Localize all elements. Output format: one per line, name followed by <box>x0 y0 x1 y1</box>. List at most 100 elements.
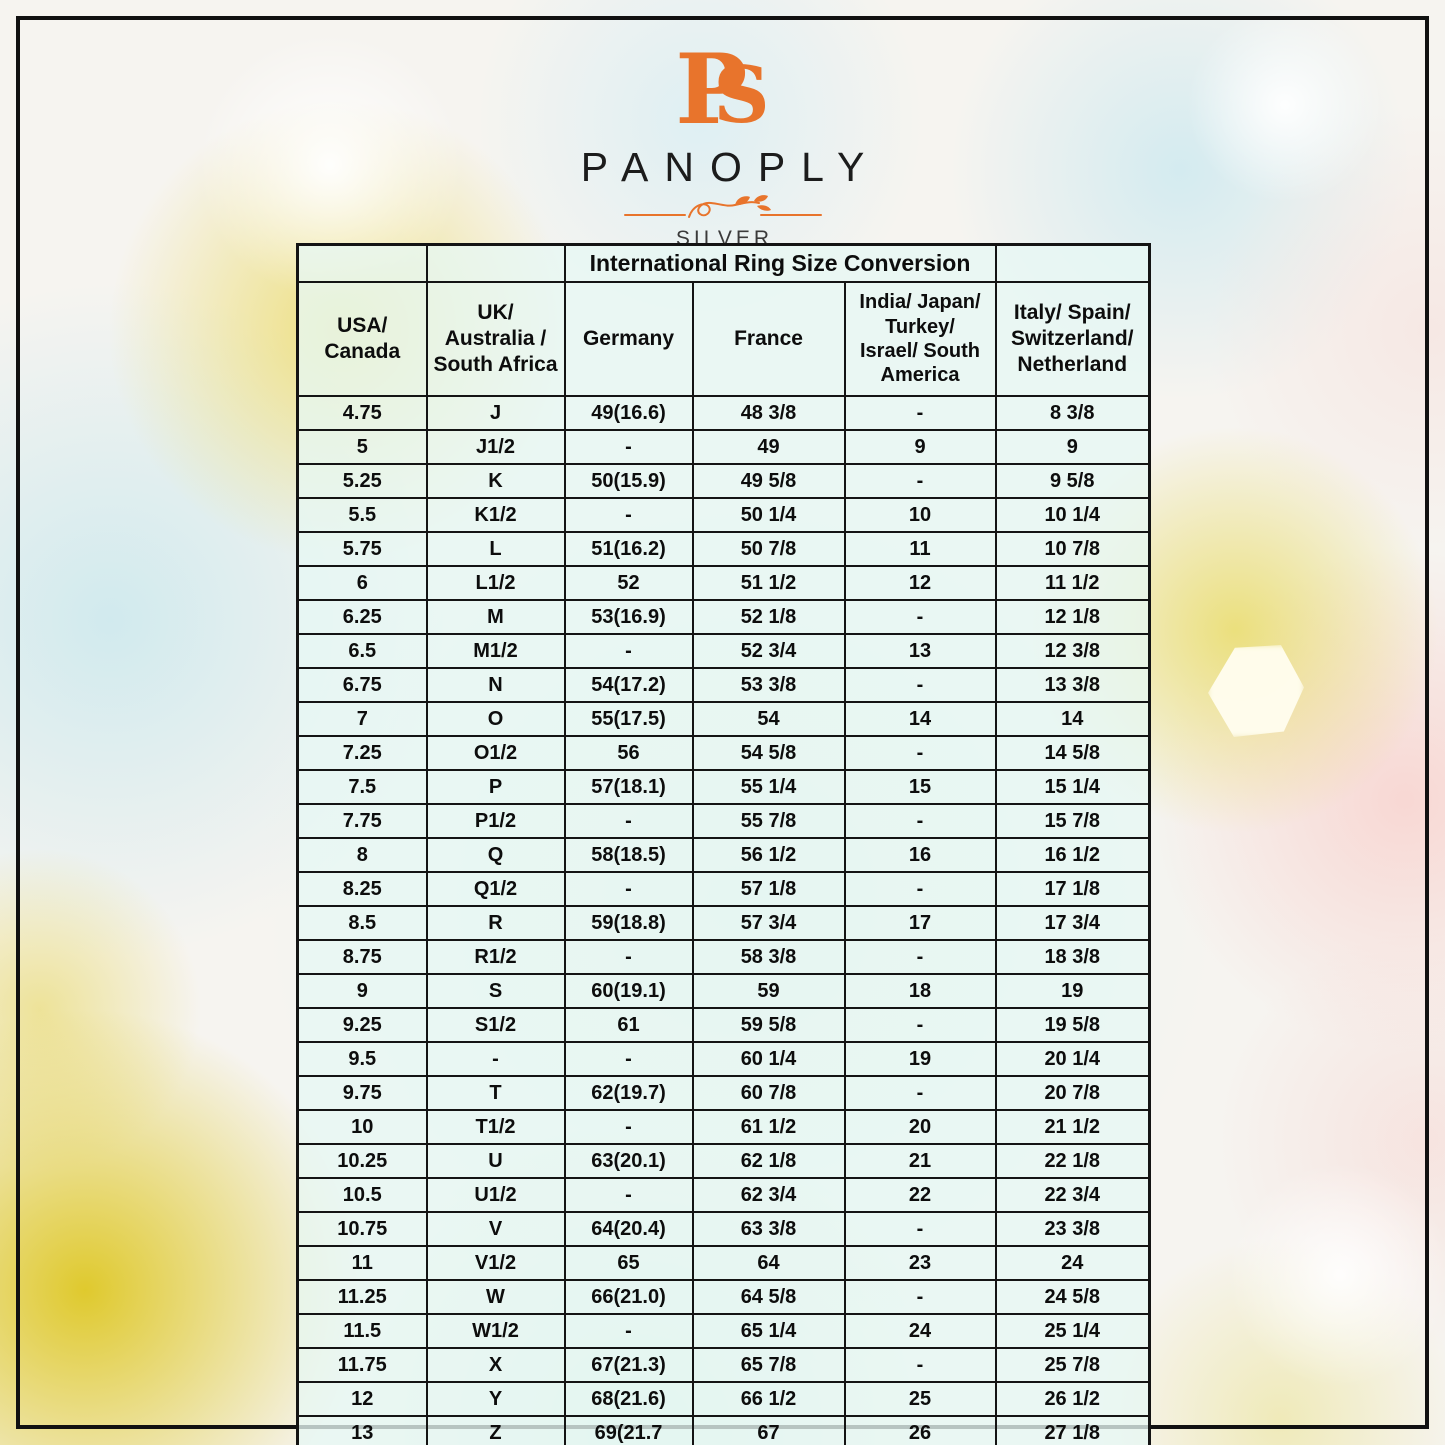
size-cell: M <box>425 599 566 635</box>
size-cell: 63(20.1) <box>563 1143 694 1179</box>
size-cell: 14 <box>994 701 1151 737</box>
size-cell: 60 7/8 <box>691 1075 846 1111</box>
size-cell: Q1/2 <box>425 871 566 907</box>
size-cell: 5 <box>296 429 428 465</box>
size-cell: 9.25 <box>296 1007 428 1043</box>
size-cell: J1/2 <box>425 429 566 465</box>
size-cell: 19 5/8 <box>994 1007 1151 1043</box>
monogram-letter-p: P <box>675 33 748 146</box>
size-cell: Y <box>425 1381 566 1417</box>
size-cell: 10.75 <box>296 1211 428 1247</box>
size-cell: 9.75 <box>296 1075 428 1111</box>
size-cell: 63 3/8 <box>691 1211 846 1247</box>
size-cell: 6 <box>296 565 428 601</box>
table-row: 5.25 K 50(15.9) 49 5/8-9 5/8 <box>296 463 1151 499</box>
size-cell: 7.5 <box>296 769 428 805</box>
table-row: 7.75 P1/2-55 7/8-15 7/8 <box>296 803 1151 839</box>
size-cell: 67(21.3) <box>563 1347 694 1383</box>
size-cell: 65 <box>563 1245 694 1281</box>
size-cell: 12 1/8 <box>994 599 1151 635</box>
size-cell: 12 <box>296 1381 428 1417</box>
table-row: 9.75 T 62(19.7) 60 7/8-20 7/8 <box>296 1075 1151 1111</box>
table-body: 4.75 J 49(16.6) 48 3/8-8 3/8 5 J1/2-49 9 9 5.25 K… <box>296 395 1151 1445</box>
size-cell: Z <box>425 1415 566 1445</box>
size-cell: 11 <box>843 531 997 567</box>
size-cell: 54 <box>691 701 846 737</box>
size-cell: - <box>563 429 694 465</box>
column-header-usa-canada: USA/ Canada <box>296 281 428 397</box>
size-cell: U1/2 <box>425 1177 566 1213</box>
size-cell: 52 1/8 <box>691 599 846 635</box>
brand-name: PANOPLY <box>580 144 881 190</box>
size-cell: 53 3/8 <box>691 667 846 703</box>
size-cell: X <box>425 1347 566 1383</box>
size-cell: J <box>425 395 566 431</box>
size-cell: 4.75 <box>296 395 428 431</box>
brand-logo: PS PANOPLY SILVER <box>0 33 1445 251</box>
vine-flourish-icon <box>0 193 1445 227</box>
size-cell: Q <box>425 837 566 873</box>
size-cell: 15 7/8 <box>994 803 1151 839</box>
size-cell: 8.25 <box>296 871 428 907</box>
size-cell: 6.25 <box>296 599 428 635</box>
size-cell: V1/2 <box>425 1245 566 1281</box>
table-row: 5.5 K1/2-50 1/4 10 10 1/4 <box>296 497 1151 533</box>
size-cell: 10 7/8 <box>994 531 1151 567</box>
size-cell: 13 <box>843 633 997 669</box>
size-cell: K <box>425 463 566 499</box>
size-cell: 11.25 <box>296 1279 428 1315</box>
size-cell: 10 1/4 <box>994 497 1151 533</box>
size-cell: 65 1/4 <box>691 1313 846 1349</box>
size-cell: 58 3/8 <box>691 939 846 975</box>
size-cell: - <box>425 1041 566 1077</box>
table-row: 9 S 60(19.1) 59 18 19 <box>296 973 1151 1009</box>
size-cell: 14 5/8 <box>994 735 1151 771</box>
table-row: 9.25 S1/2 61 59 5/8-19 5/8 <box>296 1007 1151 1043</box>
size-cell: 10 <box>843 497 997 533</box>
table-row: 8 Q 58(18.5) 56 1/2 16 16 1/2 <box>296 837 1151 873</box>
size-cell: 50 1/4 <box>691 497 846 533</box>
size-cell: - <box>843 1211 997 1247</box>
size-cell: 21 1/2 <box>994 1109 1151 1145</box>
size-cell: - <box>563 939 694 975</box>
size-cell: O1/2 <box>425 735 566 771</box>
size-cell: 21 <box>843 1143 997 1179</box>
size-cell: 59 <box>691 973 846 1009</box>
title-spacer-cell <box>994 243 1151 283</box>
size-cell: S1/2 <box>425 1007 566 1043</box>
size-cell: 55 7/8 <box>691 803 846 839</box>
size-cell: 26 <box>843 1415 997 1445</box>
size-cell: 17 1/8 <box>994 871 1151 907</box>
size-cell: - <box>843 735 997 771</box>
size-cell: 10 <box>296 1109 428 1145</box>
size-cell: 15 <box>843 769 997 805</box>
size-cell: 25 7/8 <box>994 1347 1151 1383</box>
table-row: 6 L1/2 52 51 1/2 12 11 1/2 <box>296 565 1151 601</box>
column-header-italy-spain-switzerland-netherland: Italy/ Spain/ Switzerland/ Netherland <box>994 281 1151 397</box>
size-cell: 17 <box>843 905 997 941</box>
size-cell: 8.5 <box>296 905 428 941</box>
table-row: 11.5 W1/2-65 1/4 24 25 1/4 <box>296 1313 1151 1349</box>
size-cell: K1/2 <box>425 497 566 533</box>
size-cell: 11 <box>296 1245 428 1281</box>
size-cell: 50(15.9) <box>563 463 694 499</box>
size-cell: 6.75 <box>296 667 428 703</box>
size-cell: - <box>843 803 997 839</box>
size-cell: 7 <box>296 701 428 737</box>
size-cell: 25 <box>843 1381 997 1417</box>
size-cell: 57 1/8 <box>691 871 846 907</box>
size-cell: 7.75 <box>296 803 428 839</box>
size-cell: 9.5 <box>296 1041 428 1077</box>
size-cell: R <box>425 905 566 941</box>
size-cell: 6.5 <box>296 633 428 669</box>
size-cell: 66 1/2 <box>691 1381 846 1417</box>
monogram-letter-s: S <box>713 50 770 141</box>
size-cell: - <box>843 871 997 907</box>
table-row: 11 V1/2 65 64 23 24 <box>296 1245 1151 1281</box>
size-cell: 8 <box>296 837 428 873</box>
size-cell: 12 <box>843 565 997 601</box>
table-row: 4.75 J 49(16.6) 48 3/8-8 3/8 <box>296 395 1151 431</box>
size-cell: 49(16.6) <box>563 395 694 431</box>
size-cell: - <box>843 1347 997 1383</box>
size-cell: 16 1/2 <box>994 837 1151 873</box>
